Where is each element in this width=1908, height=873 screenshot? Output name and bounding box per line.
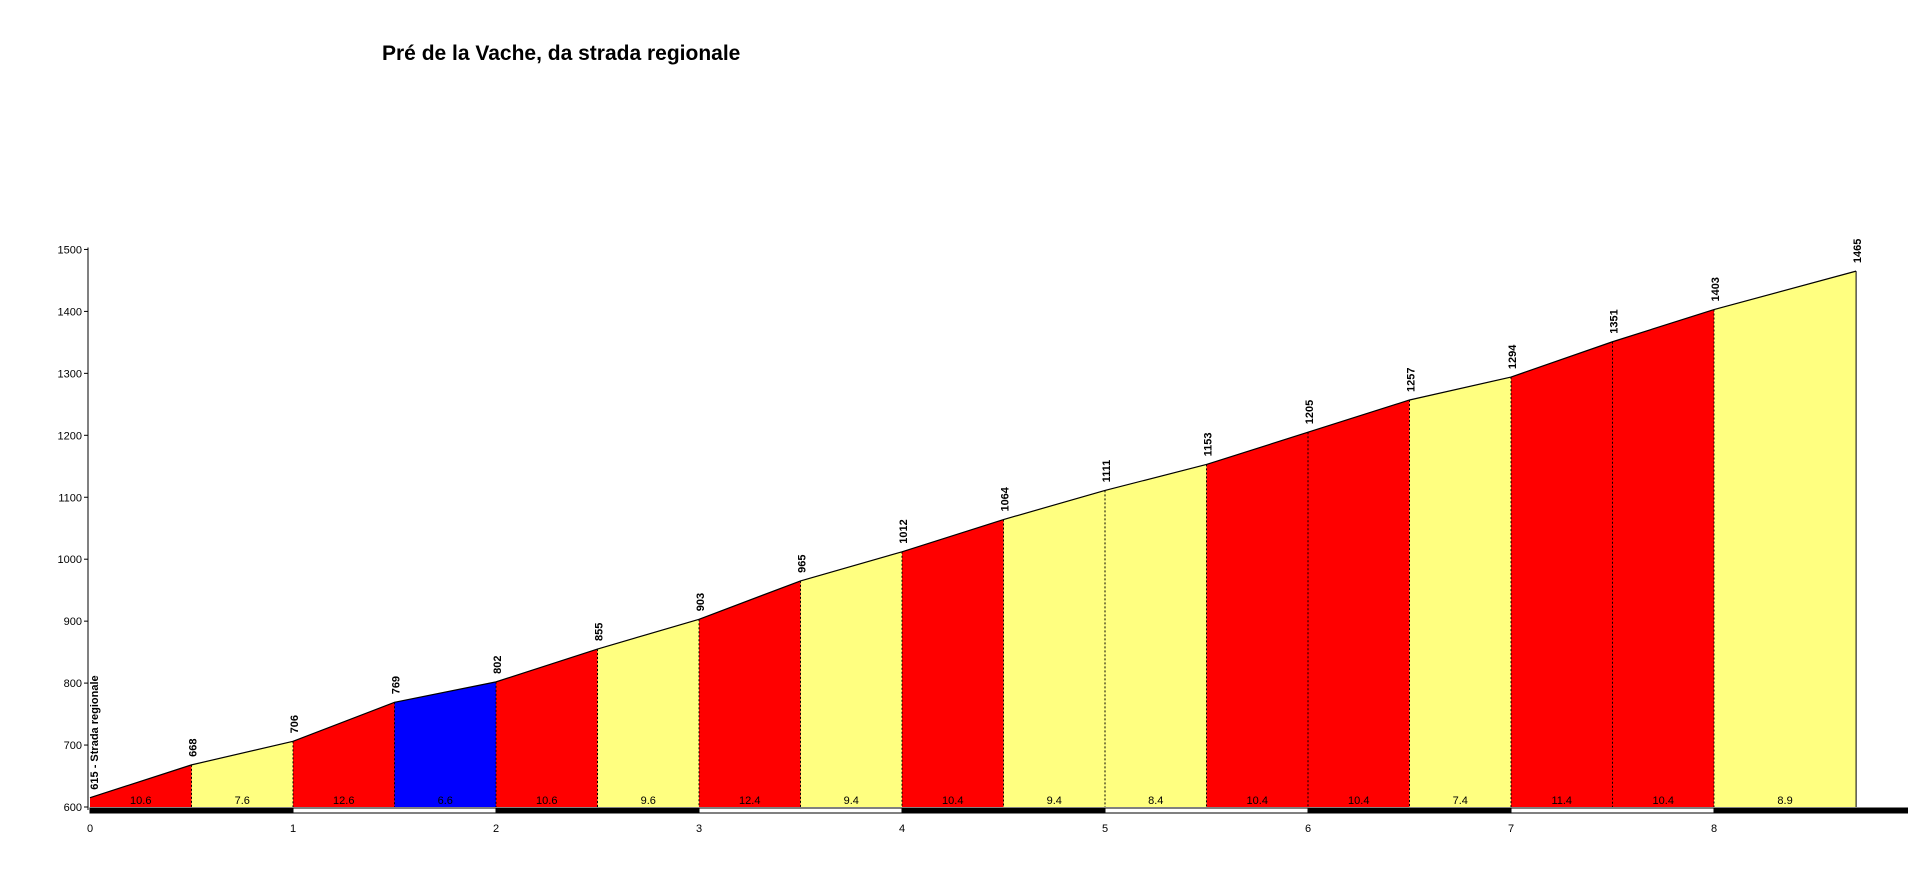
- segment-fill: [902, 519, 1004, 807]
- elevation-label: 1205: [1304, 400, 1316, 424]
- elevation-labels: 615 - Strada regionale 668 706 769 802 855 903…: [89, 239, 1864, 790]
- profile-line: [89, 270, 1857, 799]
- segment-fill: [1003, 490, 1105, 807]
- baseline-km-block: [89, 807, 294, 814]
- elevation-label: 1064: [1000, 486, 1012, 511]
- y-tick-label: 1200: [58, 430, 82, 442]
- segment-fill: [1409, 377, 1511, 807]
- segment-fill: [1511, 341, 1613, 807]
- baseline-km-block: [1307, 807, 1512, 814]
- grade-label: 9.6: [641, 795, 656, 807]
- segment-fill: [1308, 399, 1410, 807]
- x-axis: 0 1 2 3 4 5 6 7 8: [87, 823, 1717, 835]
- grade-label: 9.4: [844, 795, 859, 807]
- grade-label: 12.6: [333, 795, 354, 807]
- segment-dividers: [191, 271, 1857, 807]
- grade-label: 10.4: [942, 795, 963, 807]
- baseline-km-block: [1713, 807, 1908, 814]
- y-tick-label: 700: [64, 740, 82, 752]
- x-tick-label: 1: [290, 823, 296, 835]
- x-tick-label: 0: [87, 823, 93, 835]
- baseline-km-block: [495, 807, 700, 814]
- segment-fill: [1206, 432, 1308, 807]
- grade-label: 7.6: [235, 795, 250, 807]
- segment-fill: [800, 551, 902, 807]
- y-tick-label: 1100: [58, 492, 82, 504]
- segment-fill: [496, 649, 598, 807]
- elevation-label: 1257: [1406, 368, 1418, 392]
- x-tick-label: 4: [899, 823, 905, 835]
- segment-fill: [597, 619, 699, 807]
- grade-label: 10.4: [1348, 795, 1369, 807]
- grade-label: 10.4: [1247, 795, 1268, 807]
- grade-label: 10.4: [1653, 795, 1674, 807]
- grade-label: 6.6: [438, 795, 453, 807]
- grade-label: 12.4: [739, 795, 760, 807]
- elevation-label: 1012: [898, 519, 910, 543]
- y-tick-label: 900: [64, 616, 82, 628]
- y-tick-label: 1500: [58, 244, 82, 256]
- elevation-label: 1465: [1852, 239, 1864, 263]
- baseline-km-block: [1510, 807, 1715, 814]
- grade-label: 10.6: [130, 795, 151, 807]
- elevation-label: 1351: [1609, 309, 1621, 333]
- x-tick-label: 3: [696, 823, 702, 835]
- segment-fill: [191, 741, 293, 807]
- segment-fill: [1714, 271, 1857, 807]
- grade-label: 9.4: [1047, 795, 1062, 807]
- profile-outline: [89, 270, 1857, 799]
- segment-fill: [1105, 464, 1207, 807]
- elevation-label: 1403: [1710, 277, 1722, 301]
- x-tick-label: 5: [1102, 823, 1108, 835]
- segment-fills: [90, 271, 1857, 807]
- elevation-label: 668: [188, 739, 200, 757]
- segment-fill: [699, 580, 801, 807]
- y-tick-label: 1000: [58, 554, 82, 566]
- x-tick-label: 2: [493, 823, 499, 835]
- elevation-label: 855: [594, 623, 606, 641]
- y-axis: 600 700 800 900 1000 1100 1200 1300 1400 1500: [58, 244, 89, 814]
- elevation-label: 802: [492, 656, 504, 674]
- baseline-km-block: [1104, 807, 1309, 814]
- elevation-label: 1153: [1203, 433, 1215, 457]
- elevation-label: 769: [391, 676, 403, 694]
- grade-label: 11.4: [1551, 795, 1572, 807]
- baseline-km-block: [292, 807, 497, 814]
- elevation-label: 903: [695, 593, 707, 611]
- grade-label: 8.4: [1148, 795, 1163, 807]
- grade-label: 10.6: [536, 795, 557, 807]
- elevation-label: 1111: [1101, 460, 1113, 483]
- elevation-label: 615 - Strada regionale: [89, 675, 101, 789]
- baseline-km-block: [901, 807, 1106, 814]
- x-tick-label: 6: [1305, 823, 1311, 835]
- segment-fill: [394, 681, 496, 807]
- grade-labels: 10.6 7.6 12.6 6.6 10.6 9.6 12.4 9.4 10.4 9.4 8.4 10…: [130, 795, 1793, 807]
- chart-title: Pré de la Vache, da strada regionale: [382, 42, 741, 65]
- y-tick-label: 1400: [58, 306, 82, 318]
- elevation-label: 965: [797, 555, 809, 573]
- x-tick-label: 7: [1508, 823, 1514, 835]
- segment-fill: [90, 764, 192, 807]
- y-tick-label: 1300: [58, 368, 82, 380]
- segment-fill: [293, 702, 395, 807]
- grade-label: 8.9: [1777, 795, 1792, 807]
- elevation-label: 706: [289, 715, 301, 733]
- baseline-km-block: [698, 807, 903, 814]
- grade-label: 7.4: [1453, 795, 1468, 807]
- y-tick-label: 800: [64, 678, 82, 690]
- y-tick-label: 600: [64, 802, 82, 814]
- distance-baseline: [89, 807, 1908, 814]
- x-tick-label: 8: [1711, 823, 1717, 835]
- elevation-label: 1294: [1507, 344, 1519, 369]
- segment-fill: [1612, 309, 1714, 807]
